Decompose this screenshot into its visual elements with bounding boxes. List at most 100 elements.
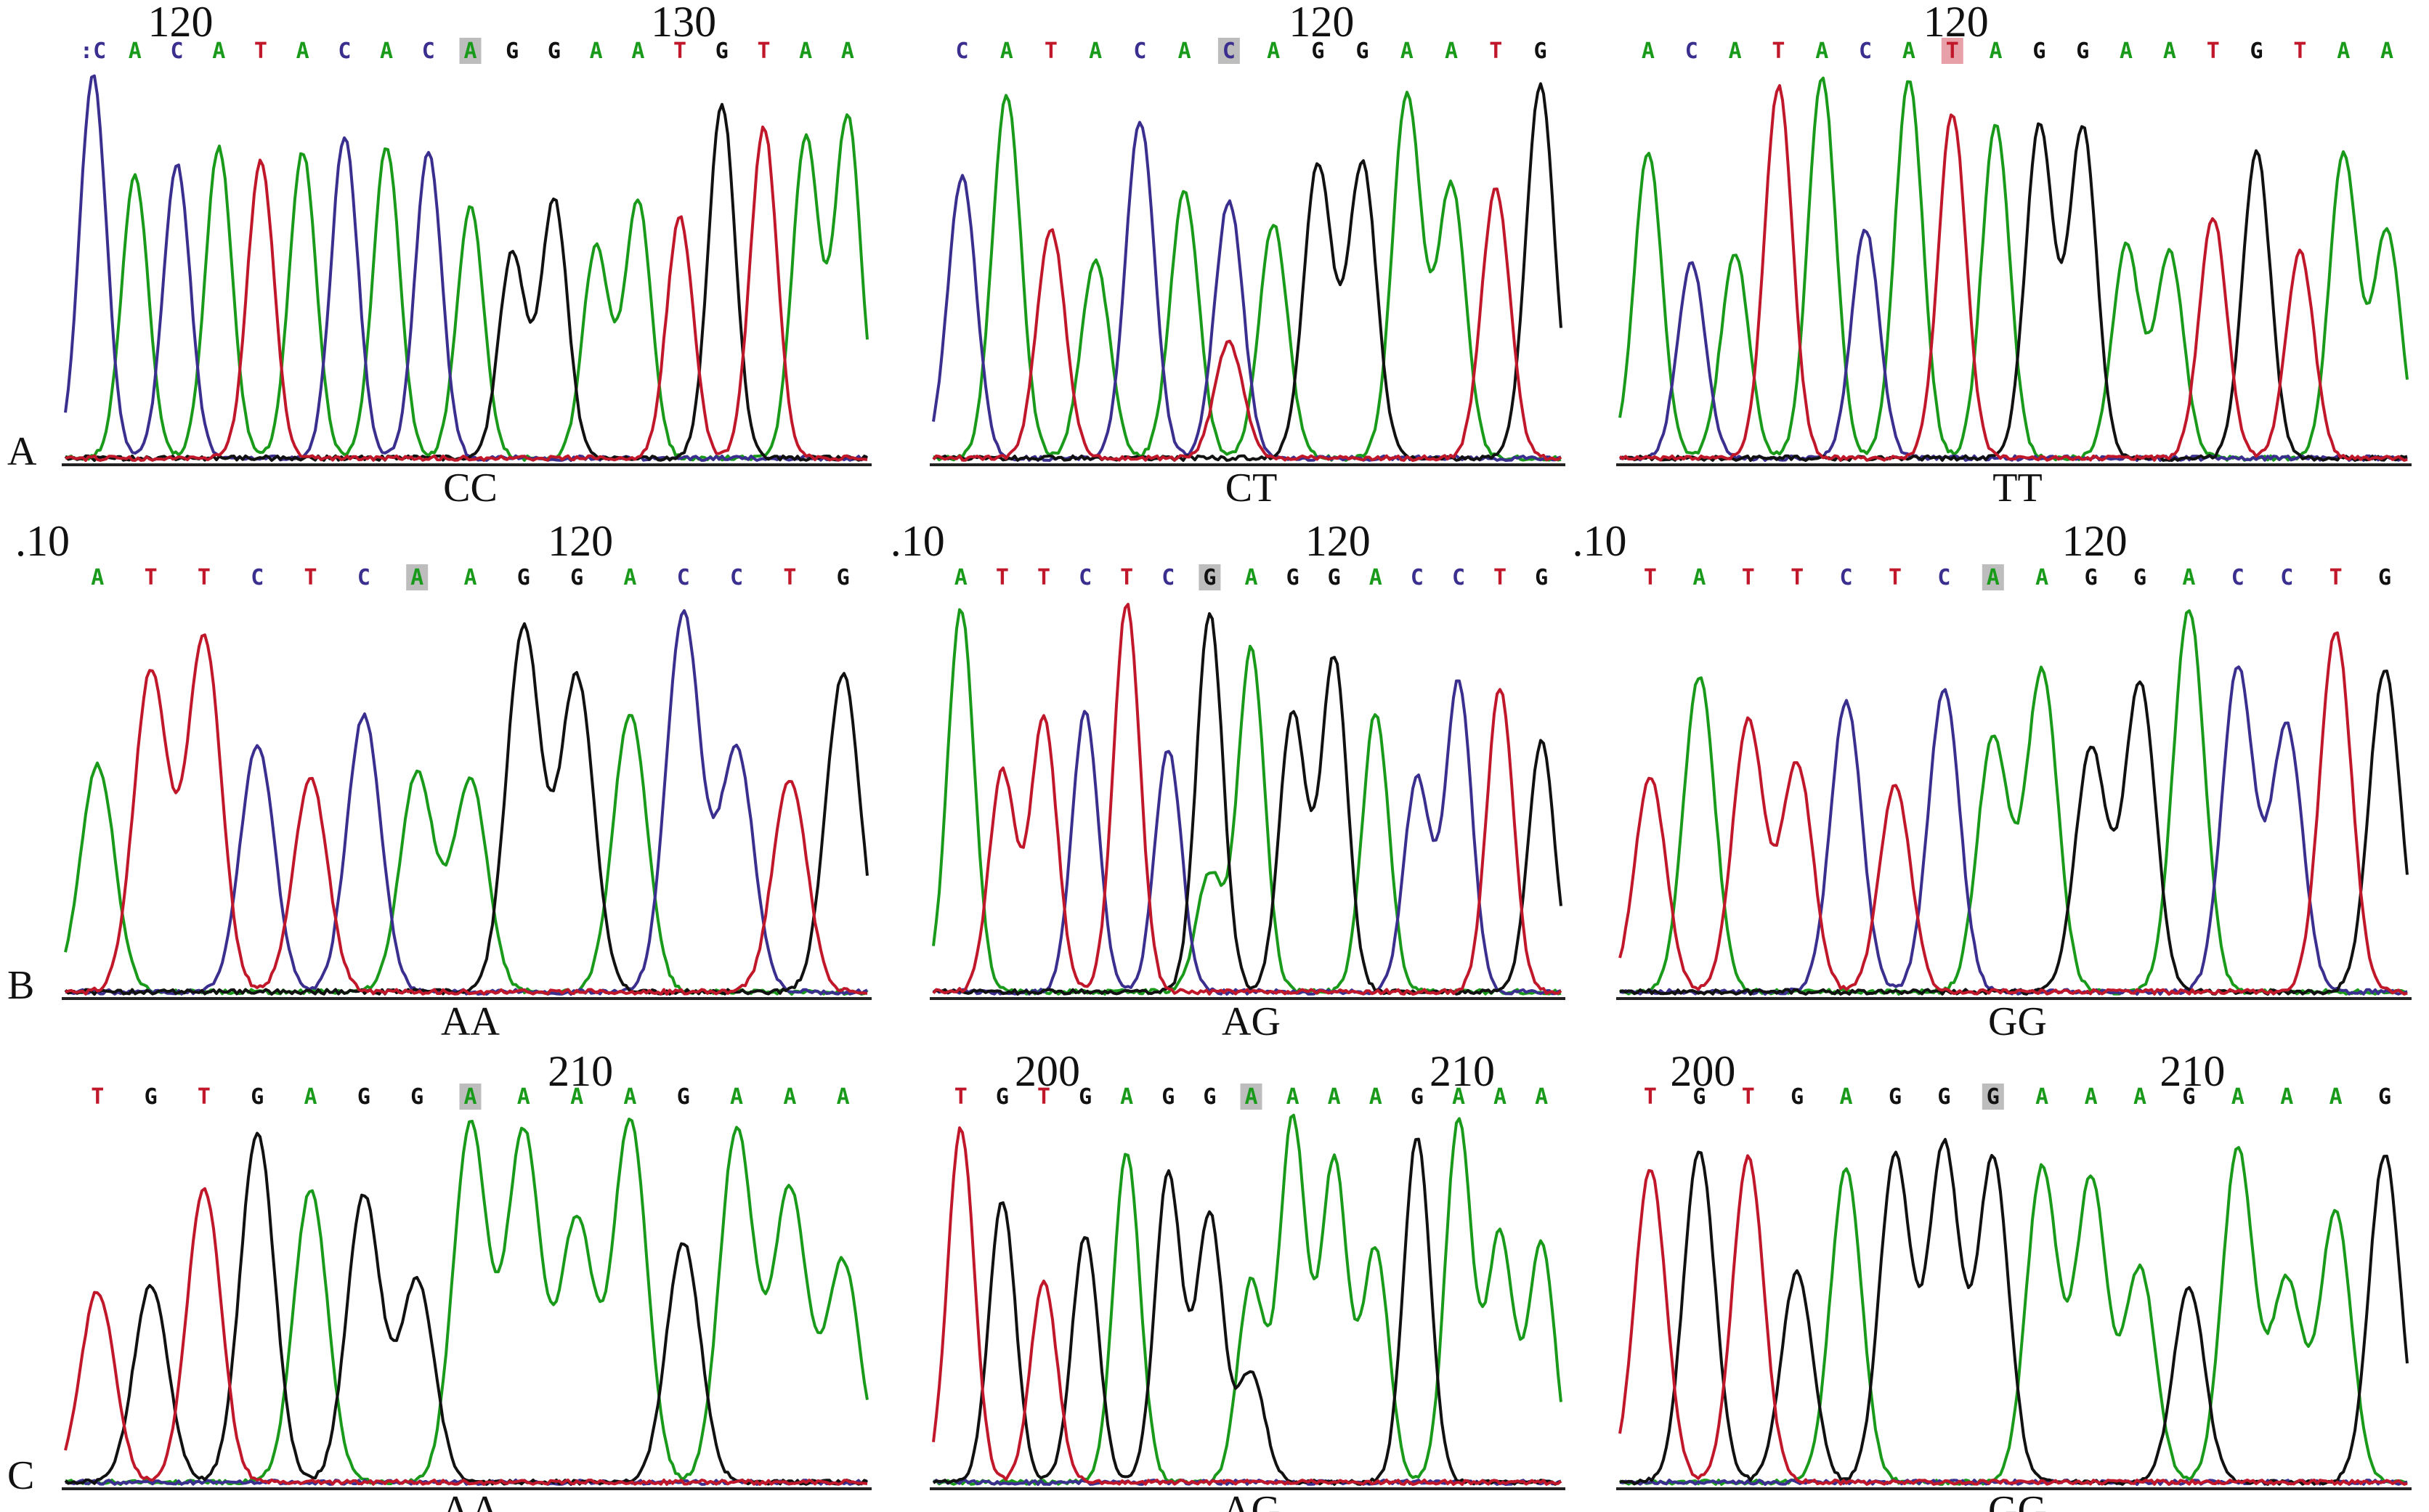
snp-highlight-box — [1199, 564, 1221, 590]
base-call: A — [2182, 565, 2195, 590]
trace-g — [64, 1131, 868, 1486]
base-call: A — [1244, 1084, 1257, 1110]
base-call: T — [1644, 1084, 1657, 1110]
base-call: G — [517, 565, 530, 590]
base-call: T — [1791, 565, 1804, 590]
position-number: 120 — [1289, 0, 1354, 46]
base-call: T — [783, 565, 796, 590]
base-call: C — [251, 565, 264, 590]
trace-a — [1618, 1146, 2408, 1486]
base-call: A — [623, 1084, 636, 1110]
base-call: A — [91, 565, 104, 590]
base-call: G — [2133, 565, 2146, 590]
base-call: A — [1369, 565, 1382, 590]
base-call: C — [357, 565, 370, 590]
base-call: T — [673, 38, 686, 64]
base-call: A — [1089, 38, 1102, 64]
genotype-label: GG — [1988, 1488, 2047, 1512]
trace-t — [1618, 631, 2408, 996]
base-call: G — [1533, 38, 1546, 64]
base-call: A — [212, 38, 225, 64]
base-call: C — [338, 38, 351, 64]
base-call: T — [1946, 38, 1959, 64]
genotype-label: GG — [1988, 999, 2047, 1044]
base-call: G — [251, 1084, 264, 1110]
base-call: T — [304, 565, 317, 590]
base-call: A — [1120, 1084, 1133, 1110]
genotype-label: CT — [1225, 466, 1278, 511]
base-call: G — [2085, 565, 2098, 590]
base-call: A — [1990, 38, 2003, 64]
base-call: G — [506, 38, 519, 64]
base-call: A — [1493, 1084, 1507, 1110]
base-call: G — [410, 1084, 423, 1110]
base-call: G — [1328, 565, 1341, 590]
base-call: C — [1222, 38, 1236, 64]
base-call: A — [463, 1084, 477, 1110]
base-call: A — [1987, 565, 2000, 590]
base-call: A — [2035, 565, 2048, 590]
trace-c — [1619, 229, 2408, 462]
trace-t — [65, 633, 868, 996]
position-number: 130 — [651, 0, 716, 46]
base-call: C — [170, 38, 183, 64]
base-call: A — [623, 565, 636, 590]
base-call: A — [2231, 1084, 2245, 1110]
base-call: A — [1642, 38, 1655, 64]
base-call: A — [1000, 38, 1013, 64]
base-call: A — [1902, 38, 1915, 64]
position-number: .10 — [15, 517, 70, 565]
base-call: G — [1203, 565, 1216, 590]
base-call: G — [1692, 1084, 1706, 1110]
genotype-label: TT — [1992, 466, 2042, 511]
genotype-label: AG — [1222, 1488, 1281, 1512]
base-call: A — [463, 565, 477, 590]
base-call: G — [1791, 1084, 1804, 1110]
base-call: :C — [80, 38, 106, 64]
base-call: G — [2076, 38, 2089, 64]
base-call: A — [1400, 38, 1414, 64]
base-call: A — [841, 38, 854, 64]
snp-highlight-box — [1217, 38, 1240, 64]
panel-row-letter: B — [7, 963, 34, 1008]
base-call: T — [1889, 565, 1902, 590]
snp-highlight-box — [406, 564, 429, 590]
base-call: A — [1267, 38, 1280, 64]
snp-highlight-box — [1982, 564, 2004, 590]
base-call: G — [1203, 1084, 1216, 1110]
base-call: A — [783, 1084, 796, 1110]
base-call: T — [1045, 38, 1058, 64]
base-call: T — [1772, 38, 1785, 64]
base-call: A — [1178, 38, 1191, 64]
base-call: G — [2032, 38, 2045, 64]
trace-a — [65, 113, 869, 462]
base-call: A — [1328, 1084, 1341, 1110]
trace-c — [932, 679, 1562, 996]
base-call: G — [145, 1084, 158, 1110]
trace-g — [932, 612, 1562, 996]
base-call: A — [380, 38, 393, 64]
base-call: T — [1120, 565, 1133, 590]
base-call: C — [1859, 38, 1872, 64]
base-call: T — [1493, 565, 1507, 590]
base-call: G — [1535, 565, 1548, 590]
base-call: G — [677, 1084, 690, 1110]
base-call: C — [1133, 38, 1146, 64]
snp-highlight-box — [459, 38, 482, 64]
base-call: A — [954, 565, 968, 590]
base-call: T — [2207, 38, 2220, 64]
position-number: 200 — [1015, 1047, 1080, 1095]
trace-c — [1619, 665, 2408, 996]
base-call: A — [410, 565, 423, 590]
genotype-label: CC — [443, 466, 498, 511]
snp-highlight-box — [1240, 1084, 1262, 1110]
base-call: T — [198, 565, 211, 590]
base-call: G — [996, 1084, 1009, 1110]
base-call: T — [198, 1084, 211, 1110]
base-call: G — [1079, 1084, 1092, 1110]
base-call: A — [1815, 38, 1828, 64]
